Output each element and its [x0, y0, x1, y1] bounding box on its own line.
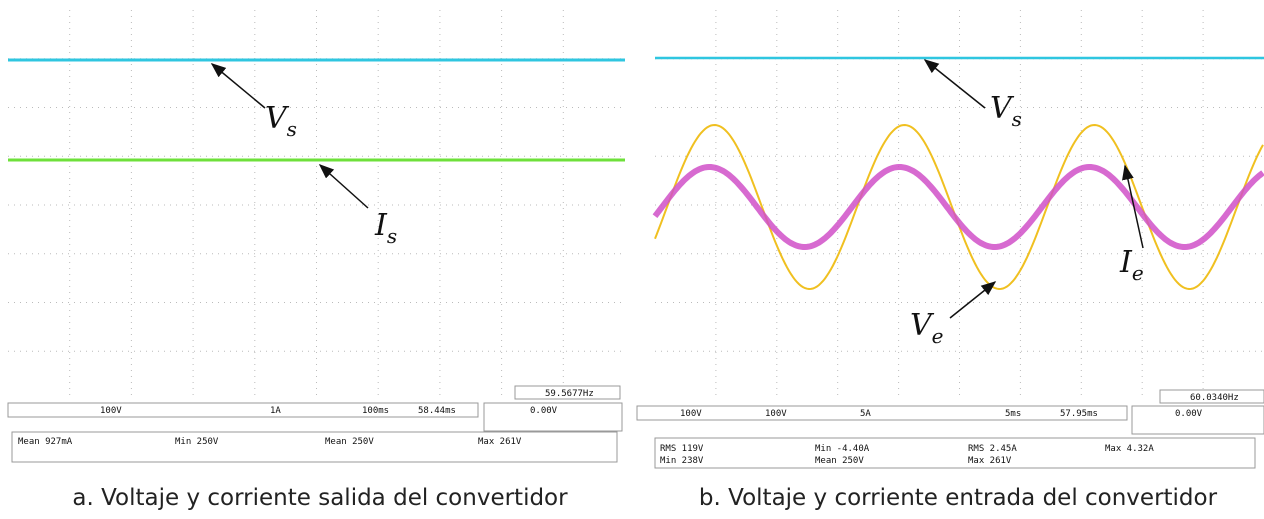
- timebase: 5ms: [1005, 409, 1021, 419]
- label-sub: e: [932, 324, 944, 348]
- label-sub: s: [287, 117, 297, 141]
- delay: 58.44ms: [418, 406, 456, 416]
- label-sub: s: [1012, 107, 1022, 131]
- figure: Vs Is 59.5677Hz 100V 1A 100ms 58.44ms 0.…: [0, 0, 1264, 519]
- measure-box: [12, 432, 617, 462]
- measurement: Max 4.32A: [1105, 444, 1154, 454]
- scope-a: Vs Is 59.5677Hz 100V 1A 100ms 58.44ms 0.…: [8, 10, 625, 511]
- screen: [8, 10, 625, 400]
- timebase: 100ms: [362, 406, 389, 416]
- channel-scale: 100V: [765, 409, 787, 419]
- frequency: 59.5677Hz: [545, 389, 594, 399]
- measurement: RMS 2.45A: [968, 444, 1017, 454]
- measurement: Min 238V: [660, 456, 704, 466]
- measurement: RMS 119V: [660, 444, 704, 454]
- trigger: 0.00V: [1175, 409, 1203, 419]
- channel-scale: 100V: [100, 406, 122, 416]
- measurement: Max 261V: [478, 437, 522, 447]
- channel-scale: 5A: [860, 409, 871, 419]
- delay: 57.95ms: [1060, 409, 1098, 419]
- label-sub: s: [387, 224, 397, 248]
- measurement: Mean 250V: [815, 456, 864, 466]
- caption: b. Voltaje y corriente entrada del conve…: [699, 485, 1218, 511]
- trigger: 0.00V: [530, 406, 558, 416]
- measurement: Min -4.40A: [815, 444, 870, 454]
- caption: a. Voltaje y corriente salida del conver…: [72, 485, 568, 511]
- measurement: Min 250V: [175, 437, 219, 447]
- status-bar: [8, 403, 478, 417]
- measurement: Mean 250V: [325, 437, 374, 447]
- measure-box: [655, 438, 1255, 468]
- scope-b: Vs Ie Ve 60.0340Hz 100V 100V 5A 5ms 57.9…: [637, 10, 1264, 511]
- measurement: Mean 927mA: [18, 437, 73, 447]
- label-sub: e: [1132, 261, 1144, 285]
- measurement: Max 261V: [968, 456, 1012, 466]
- frequency: 60.0340Hz: [1190, 393, 1239, 403]
- screen: [655, 10, 1264, 400]
- status-bar: [637, 406, 1127, 420]
- channel-scale: 100V: [680, 409, 702, 419]
- channel-scale: 1A: [270, 406, 281, 416]
